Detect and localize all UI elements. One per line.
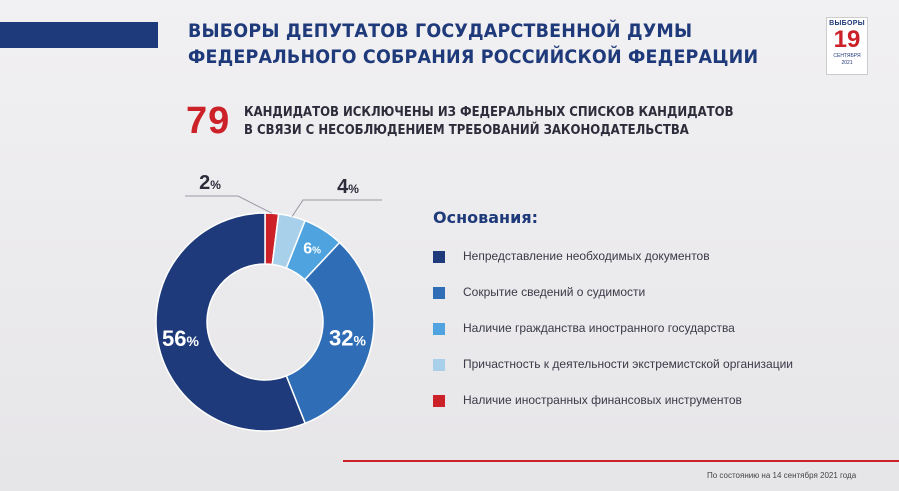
headline-number: 79 bbox=[186, 100, 231, 142]
headline-text: КАНДИДАТОВ ИСКЛЮЧЕНЫ ИЗ ФЕДЕРАЛЬНЫХ СПИС… bbox=[244, 104, 748, 140]
legend-label: Наличие иностранных финансовых инструмен… bbox=[463, 393, 742, 407]
headline-text-line-1: КАНДИДАТОВ ИСКЛЮЧЕНЫ ИЗ ФЕДЕРАЛЬНЫХ СПИС… bbox=[244, 105, 734, 120]
headline-text-line-2: В СВЯЗИ С НЕСОБЛЮДЕНИЕМ ТРЕБОВАНИЙ ЗАКОН… bbox=[244, 123, 689, 138]
badge-date-number: 19 bbox=[833, 26, 861, 53]
title-line-1: ВЫБОРЫ ДЕПУТАТОВ ГОСУДАРСТВЕННОЙ ДУМЫ bbox=[188, 20, 693, 42]
legend-label: Причастность к деятельности экстремистск… bbox=[463, 357, 793, 371]
leader-line bbox=[185, 195, 273, 214]
data-label: 2% bbox=[199, 172, 221, 194]
title-line-2: ФЕДЕРАЛЬНОГО СОБРАНИЯ РОССИЙСКОЙ ФЕДЕРАЦ… bbox=[188, 46, 759, 68]
badge-top-text: ВЫБОРЫ bbox=[829, 20, 865, 27]
legend-label: Непредставление необходимых документов bbox=[463, 249, 710, 263]
legend-swatch bbox=[433, 287, 445, 299]
badge-year: 2021 bbox=[841, 60, 853, 66]
legend-label: Наличие гражданства иностранного государ… bbox=[463, 321, 735, 335]
footer-divider bbox=[343, 460, 899, 462]
legend-swatch bbox=[433, 395, 445, 407]
donut-slice bbox=[155, 212, 307, 432]
header-accent-bar bbox=[0, 22, 158, 48]
data-label: 6% bbox=[303, 240, 321, 257]
election-logo-badge: ВЫБОРЫ 19 СЕНТЯБРЯ 2021 bbox=[826, 17, 868, 75]
legend-swatch bbox=[433, 251, 445, 263]
data-label: 56% bbox=[162, 326, 199, 351]
data-label: 4% bbox=[337, 176, 359, 198]
donut-slice bbox=[285, 241, 375, 425]
leader-line bbox=[291, 199, 382, 217]
page-title: ВЫБОРЫ ДЕПУТАТОВ ГОСУДАРСТВЕННОЙ ДУМЫ ФЕ… bbox=[188, 18, 758, 70]
badge-month: СЕНТЯБРЯ bbox=[833, 53, 861, 59]
legend-title: Основания: bbox=[433, 208, 538, 227]
legend-label: Сокрытие сведений о судимости bbox=[463, 285, 646, 299]
data-label: 32% bbox=[329, 325, 366, 350]
legend-swatch bbox=[433, 359, 445, 371]
legend-swatch bbox=[433, 323, 445, 335]
footnote: По состоянию на 14 сентября 2021 года bbox=[707, 471, 857, 480]
